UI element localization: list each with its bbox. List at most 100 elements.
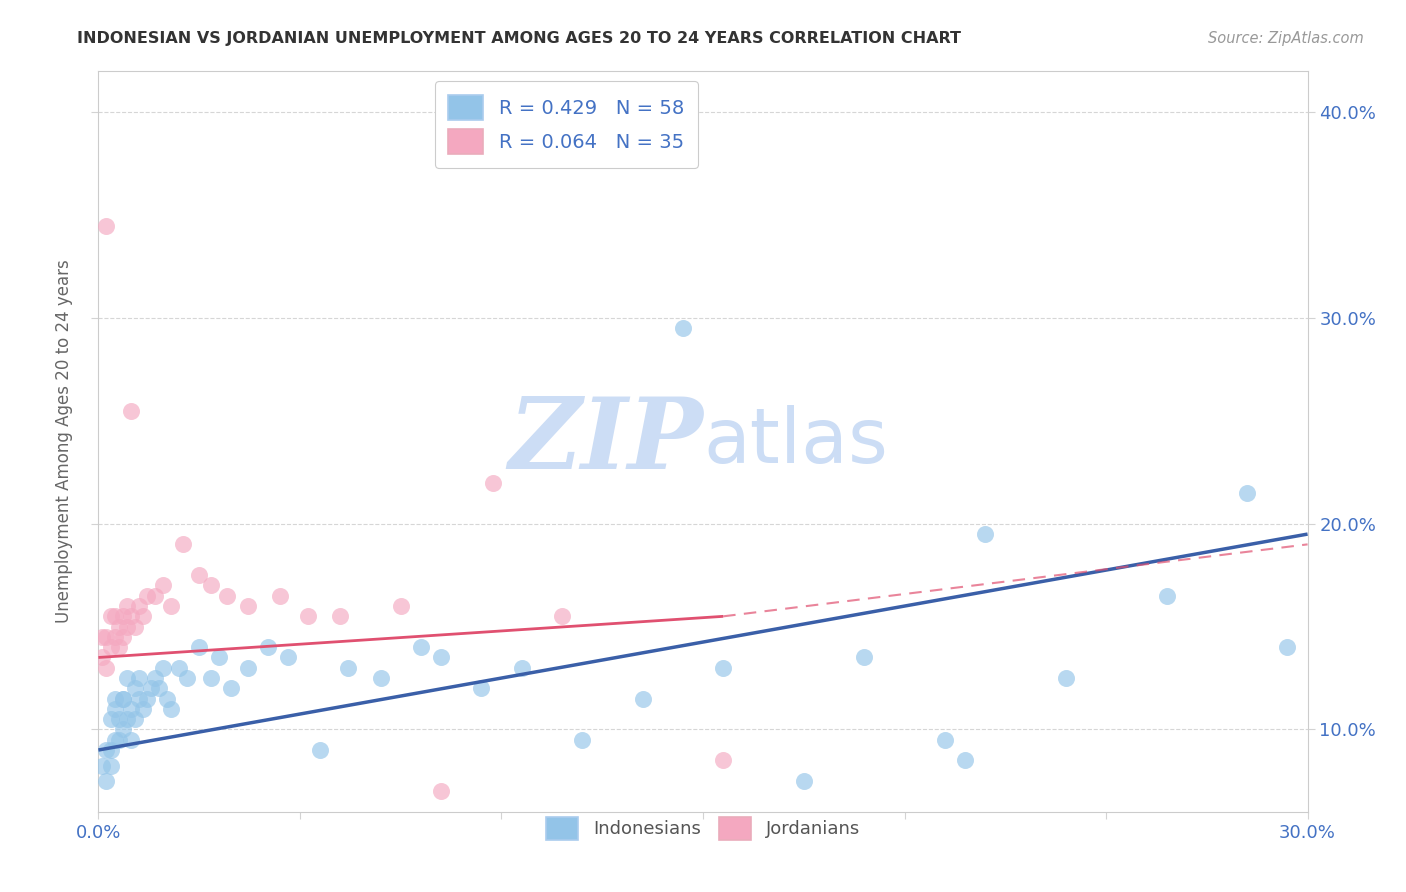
Point (370, 671, 392, 685)
Point (115, 671, 138, 685)
Point (409, 640, 432, 655)
Text: INDONESIAN VS JORDANIAN UNEMPLOYMENT AMONG AGES 20 TO 24 YEARS CORRELATION CHART: INDONESIAN VS JORDANIAN UNEMPLOYMENT AMO… (77, 31, 962, 46)
Point (107, 619, 129, 633)
Point (111, 691, 134, 706)
Point (120, 403, 142, 417)
Point (132, 609, 155, 624)
Point (103, 609, 125, 624)
Point (156, 691, 179, 706)
Point (176, 671, 198, 685)
Point (96, 773, 118, 788)
Point (571, 732, 593, 747)
Point (120, 732, 142, 747)
Point (172, 537, 194, 551)
Point (160, 599, 183, 613)
Point (124, 712, 146, 726)
Point (277, 650, 299, 665)
Point (551, 609, 574, 624)
Point (111, 691, 134, 706)
Point (711, 753, 734, 767)
Point (200, 671, 222, 685)
Point (974, 527, 997, 541)
Point (430, 784, 453, 798)
Legend: Indonesians, Jordanians: Indonesians, Jordanians (538, 809, 868, 847)
Point (1156, 589, 1178, 603)
Point (107, 640, 129, 655)
Point (482, 475, 505, 490)
Point (100, 743, 122, 757)
Point (143, 671, 166, 685)
Point (91, 650, 114, 665)
Point (96, 743, 118, 757)
Point (1277, 640, 1299, 655)
Point (1236, 486, 1258, 500)
Point (188, 640, 211, 655)
Point (160, 702, 183, 716)
Point (103, 702, 125, 716)
Point (389, 599, 412, 613)
Point (115, 599, 138, 613)
Point (111, 630, 134, 644)
Point (124, 619, 146, 633)
Point (100, 609, 122, 624)
Point (152, 661, 174, 675)
Point (934, 732, 956, 747)
Point (100, 640, 122, 655)
Point (711, 661, 734, 675)
Point (103, 691, 125, 706)
Point (188, 568, 211, 582)
Point (152, 578, 174, 592)
Text: ZIP: ZIP (508, 393, 703, 490)
Point (107, 712, 129, 726)
Point (953, 753, 976, 767)
Point (672, 321, 695, 335)
Point (100, 759, 122, 773)
Point (120, 702, 142, 716)
Point (329, 609, 352, 624)
Text: Source: ZipAtlas.com: Source: ZipAtlas.com (1208, 31, 1364, 46)
Point (107, 732, 129, 747)
Point (256, 640, 278, 655)
Point (200, 578, 222, 592)
Point (124, 681, 146, 696)
Point (111, 609, 134, 624)
Point (269, 589, 291, 603)
Point (236, 599, 259, 613)
Y-axis label: Unemployment Among Ages 20 to 24 years: Unemployment Among Ages 20 to 24 years (55, 260, 73, 624)
Point (236, 661, 259, 675)
Point (115, 712, 138, 726)
Point (111, 723, 134, 737)
Point (132, 702, 155, 716)
Point (135, 691, 157, 706)
Point (115, 619, 138, 633)
Point (135, 589, 157, 603)
Point (120, 609, 142, 624)
Point (96, 219, 118, 233)
Point (96, 661, 118, 675)
Point (96, 630, 118, 644)
Point (217, 589, 239, 603)
Point (91, 630, 114, 644)
Point (430, 650, 453, 665)
Point (470, 681, 492, 696)
Point (100, 712, 122, 726)
Point (103, 732, 125, 747)
Point (631, 691, 654, 706)
Text: atlas: atlas (703, 405, 887, 478)
Point (148, 681, 170, 696)
Point (221, 681, 243, 696)
Point (128, 691, 150, 706)
Point (1054, 671, 1077, 685)
Point (337, 661, 360, 675)
Point (208, 650, 231, 665)
Point (128, 599, 150, 613)
Point (91, 759, 114, 773)
Point (793, 773, 815, 788)
Point (103, 630, 125, 644)
Point (309, 743, 332, 757)
Point (167, 661, 190, 675)
Point (297, 609, 319, 624)
Point (128, 671, 150, 685)
Point (143, 589, 166, 603)
Point (139, 681, 162, 696)
